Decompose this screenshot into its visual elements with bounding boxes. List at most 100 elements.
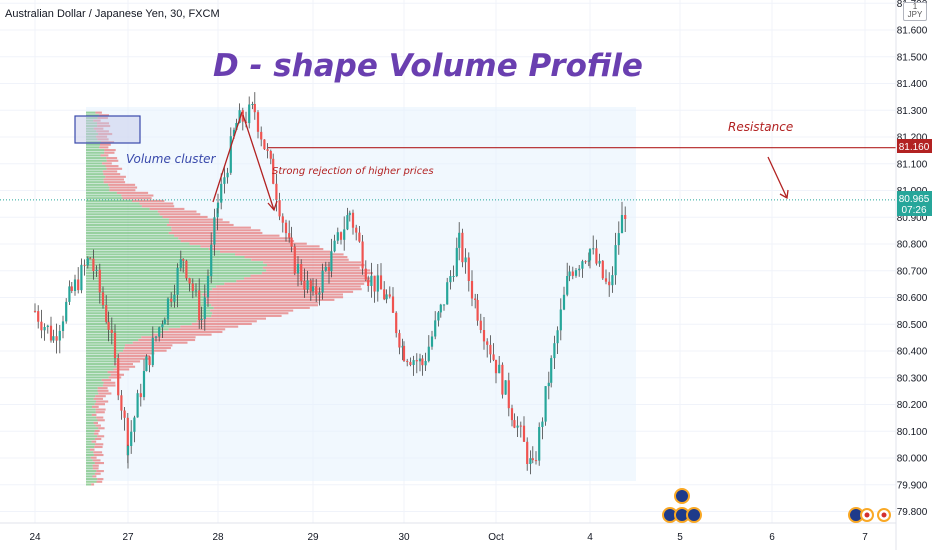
candle-162 [526, 437, 529, 471]
vp-row-82 [86, 264, 365, 267]
candle-54 [198, 278, 201, 329]
candle-147 [479, 313, 482, 334]
vp-row-96 [86, 226, 251, 229]
candle-33 [133, 415, 136, 443]
candle-75 [260, 126, 263, 147]
candle-24 [107, 311, 110, 342]
vp-row-48 [86, 355, 151, 358]
candle-71 [248, 96, 251, 129]
candle-129 [424, 352, 427, 371]
vp-row-23 [86, 421, 98, 424]
candle-7 [55, 323, 58, 354]
candle-78 [269, 149, 272, 165]
candle-143 [467, 252, 470, 292]
candle-63 [223, 165, 226, 194]
price-tick-19: 79.800 [897, 507, 928, 518]
candle-22 [101, 286, 105, 309]
vp-row-22 [86, 424, 101, 427]
candle-177 [571, 266, 574, 280]
vp-row-44 [86, 365, 136, 368]
vp-row-108 [86, 194, 154, 197]
svg-text:80.965: 80.965 [899, 194, 930, 205]
vp-row-71 [86, 293, 343, 296]
vp-row-74 [86, 285, 361, 288]
current-price-tag: 80.965 07:26 [897, 191, 932, 216]
candle-77 [266, 143, 269, 159]
event-icon-au-1 [674, 488, 690, 504]
candle-100 [336, 227, 339, 244]
candle-124 [409, 357, 412, 367]
candle-19 [92, 249, 95, 280]
candle-47 [176, 263, 179, 308]
vp-row-87 [86, 250, 331, 253]
symbol-title[interactable]: Australian Dollar / Japanese Yen, 30, FX… [5, 8, 220, 20]
candle-118 [391, 287, 395, 313]
candle-107 [358, 226, 361, 243]
candle-105 [351, 209, 355, 235]
vp-row-7 [86, 464, 99, 467]
candle-182 [587, 252, 590, 267]
svg-text:81.160: 81.160 [899, 142, 930, 153]
time-tick-2: 28 [212, 532, 224, 543]
candle-32 [130, 420, 133, 454]
vp-row-126 [86, 146, 109, 149]
vp-row-49 [86, 352, 155, 355]
vp-row-81 [86, 266, 360, 269]
candle-3 [43, 323, 46, 341]
rejection-arrow [242, 114, 275, 211]
vp-row-85 [86, 256, 348, 259]
price-tick-9: 80.800 [897, 240, 928, 251]
vp-row-58 [86, 328, 226, 331]
candle-59 [213, 208, 216, 256]
candle-146 [476, 294, 479, 326]
candle-56 [203, 284, 206, 331]
candle-173 [559, 298, 562, 341]
candle-136 [446, 277, 449, 305]
vp-row-66 [86, 306, 310, 309]
rise-arrow [212, 111, 243, 203]
vp-row-42 [86, 371, 120, 374]
price-tick-4: 81.300 [897, 106, 928, 117]
vp-row-125 [86, 149, 116, 152]
candle-102 [343, 216, 346, 251]
currency-badge[interactable]: 1 JPY [903, 2, 927, 21]
candle-81 [278, 192, 281, 221]
vp-row-111 [86, 186, 138, 189]
vp-row-21 [86, 427, 105, 430]
price-tick-14: 80.300 [897, 373, 928, 384]
vp-row-32 [86, 397, 103, 400]
candle-157 [510, 404, 514, 427]
vp-row-33 [86, 395, 106, 398]
candle-119 [395, 311, 398, 338]
vp-row-5 [86, 470, 104, 473]
vp-row-102 [86, 210, 197, 213]
candle-183 [588, 248, 592, 269]
candle-46 [173, 284, 176, 308]
vp-row-1 [86, 480, 103, 483]
candle-120 [398, 329, 401, 355]
price-tick-17: 80.000 [897, 454, 928, 465]
candle-151 [492, 343, 495, 362]
candle-193 [620, 201, 624, 234]
candle-188 [604, 269, 608, 285]
volume-cluster-box [74, 115, 141, 144]
candle-35 [139, 383, 142, 407]
vp-row-121 [86, 159, 119, 162]
event-icon-jp-2 [877, 508, 891, 522]
vp-row-68 [86, 301, 319, 304]
vp-row-0 [86, 483, 95, 486]
vp-row-29 [86, 405, 99, 408]
vp-row-35 [86, 389, 109, 392]
vp-row-38 [86, 381, 116, 384]
vp-row-55 [86, 336, 196, 339]
vp-row-56 [86, 333, 212, 336]
vp-row-110 [86, 189, 136, 192]
candle-58 [210, 232, 213, 284]
vp-row-80 [86, 269, 371, 272]
resistance-arrow-head [779, 189, 789, 200]
vp-row-75 [86, 282, 365, 285]
candle-189 [608, 272, 611, 297]
time-tick-4: 30 [398, 532, 410, 543]
candle-163 [529, 450, 532, 475]
